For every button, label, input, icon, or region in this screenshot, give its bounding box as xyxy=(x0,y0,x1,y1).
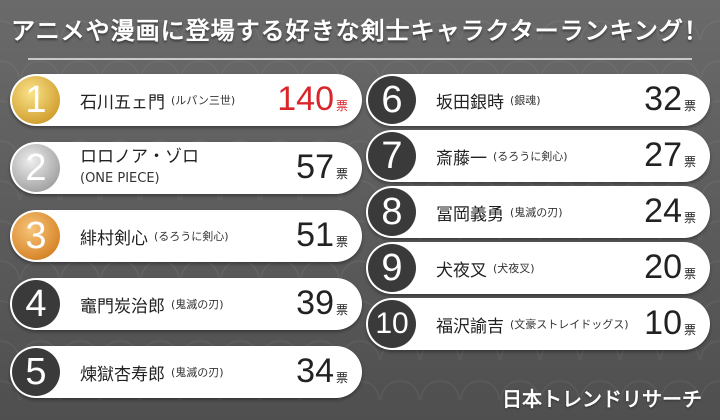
rank-badge: 4 xyxy=(12,280,60,328)
page-title: アニメや漫画に登場する好きな剣士キャラクターランキング！ xyxy=(11,15,709,45)
rank-badge: 10 xyxy=(368,300,416,348)
brand-logo: 日本トレンドリサーチ xyxy=(502,387,702,411)
character-name: ロロノア・ゾロ (ONE PIECE) xyxy=(80,146,199,190)
vote-count: 27 票 xyxy=(644,136,696,174)
vote-count: 24 票 xyxy=(644,192,696,230)
vote-unit: 票 xyxy=(683,267,696,281)
rank-number: 7 xyxy=(381,134,403,177)
character-name: 犬夜叉 (犬夜叉) xyxy=(436,260,535,281)
vote-unit: 票 xyxy=(335,303,348,317)
rank-badge: 6 xyxy=(368,76,416,124)
ranking-row-4: 4 竈門炭治郎 (鬼滅の刃) 39 票 xyxy=(10,278,362,330)
series-name: (銀魂) xyxy=(510,94,541,107)
character-name: 石川五ェ門 (ルパン三世) xyxy=(80,92,236,113)
series-name: (鬼滅の刃) xyxy=(510,206,563,219)
vote-count: 32 票 xyxy=(644,80,696,118)
ranking-row-8: 8 冨岡義勇 (鬼滅の刃) 24 票 xyxy=(366,186,710,238)
ranking-row-1: 1 石川五ェ門 (ルパン三世) 140 票 xyxy=(10,74,362,126)
vote-count: 57 票 xyxy=(296,148,348,186)
rank-number: 8 xyxy=(381,190,403,233)
character-name: 冨岡義勇 (鬼滅の刃) xyxy=(436,204,563,225)
character-name: 坂田銀時 (銀魂) xyxy=(436,92,541,113)
rank-number: 9 xyxy=(381,246,403,289)
vote-unit: 票 xyxy=(335,99,348,113)
rank-badge: 8 xyxy=(368,188,416,236)
rank-number: 5 xyxy=(25,350,47,393)
vote-unit: 票 xyxy=(683,99,696,113)
vote-count: 20 票 xyxy=(644,248,696,286)
vote-count: 34 票 xyxy=(296,352,348,390)
character-name: 煉獄杏寿郎 (鬼滅の刃) xyxy=(80,364,224,385)
series-name: (ONE PIECE) xyxy=(80,171,160,186)
gold-medal-icon: 1 xyxy=(12,76,60,124)
series-name: (犬夜叉) xyxy=(493,262,535,275)
character-name: 斎藤一 (るろうに剣心) xyxy=(436,148,568,169)
ranking-row-6: 6 坂田銀時 (銀魂) 32 票 xyxy=(366,74,710,126)
vote-count: 140 票 xyxy=(277,80,348,118)
rank-number: 2 xyxy=(25,146,47,189)
series-name: (鬼滅の刃) xyxy=(171,298,224,311)
series-name: (るろうに剣心) xyxy=(493,150,568,163)
rank-number: 3 xyxy=(25,214,47,257)
vote-unit: 票 xyxy=(335,167,348,181)
character-name: 竈門炭治郎 (鬼滅の刃) xyxy=(80,296,224,317)
vote-unit: 票 xyxy=(683,323,696,337)
rank-badge: 9 xyxy=(368,244,416,292)
vote-count: 39 票 xyxy=(296,284,348,322)
ranking-row-10: 10 福沢諭吉 (文豪ストレイドッグス) 10 票 xyxy=(366,298,710,350)
ranking-row-5: 5 煉獄杏寿郎 (鬼滅の刃) 34 票 xyxy=(10,346,362,398)
rank-number: 10 xyxy=(375,307,409,340)
title-bar: アニメや漫画に登場する好きな剣士キャラクターランキング！ xyxy=(0,0,720,56)
rank-number: 4 xyxy=(25,282,47,325)
bronze-medal-icon: 3 xyxy=(12,212,60,260)
vote-count: 10 票 xyxy=(644,304,696,342)
vote-unit: 票 xyxy=(335,235,348,249)
ranking-row-7: 7 斎藤一 (るろうに剣心) 27 票 xyxy=(366,130,710,182)
series-name: (るろうに剣心) xyxy=(154,230,229,243)
character-name: 福沢諭吉 (文豪ストレイドッグス) xyxy=(436,316,629,337)
character-name: 緋村剣心 (るろうに剣心) xyxy=(80,228,229,249)
rank-number: 6 xyxy=(381,78,403,121)
silver-medal-icon: 2 xyxy=(12,144,60,192)
series-name: (ルパン三世) xyxy=(171,94,236,107)
vote-unit: 票 xyxy=(683,155,696,169)
rank-badge: 5 xyxy=(12,348,60,396)
ranking-row-3: 3 緋村剣心 (るろうに剣心) 51 票 xyxy=(10,210,362,262)
title-divider xyxy=(28,58,692,60)
ranking-row-9: 9 犬夜叉 (犬夜叉) 20 票 xyxy=(366,242,710,294)
vote-unit: 票 xyxy=(335,371,348,385)
vote-unit: 票 xyxy=(683,211,696,225)
series-name: (文豪ストレイドッグス) xyxy=(510,318,629,331)
ranking-row-2: 2 ロロノア・ゾロ (ONE PIECE) 57 票 xyxy=(10,142,362,194)
series-name: (鬼滅の刃) xyxy=(171,366,224,379)
vote-count: 51 票 xyxy=(296,216,348,254)
rank-badge: 7 xyxy=(368,132,416,180)
rank-number: 1 xyxy=(25,78,47,121)
